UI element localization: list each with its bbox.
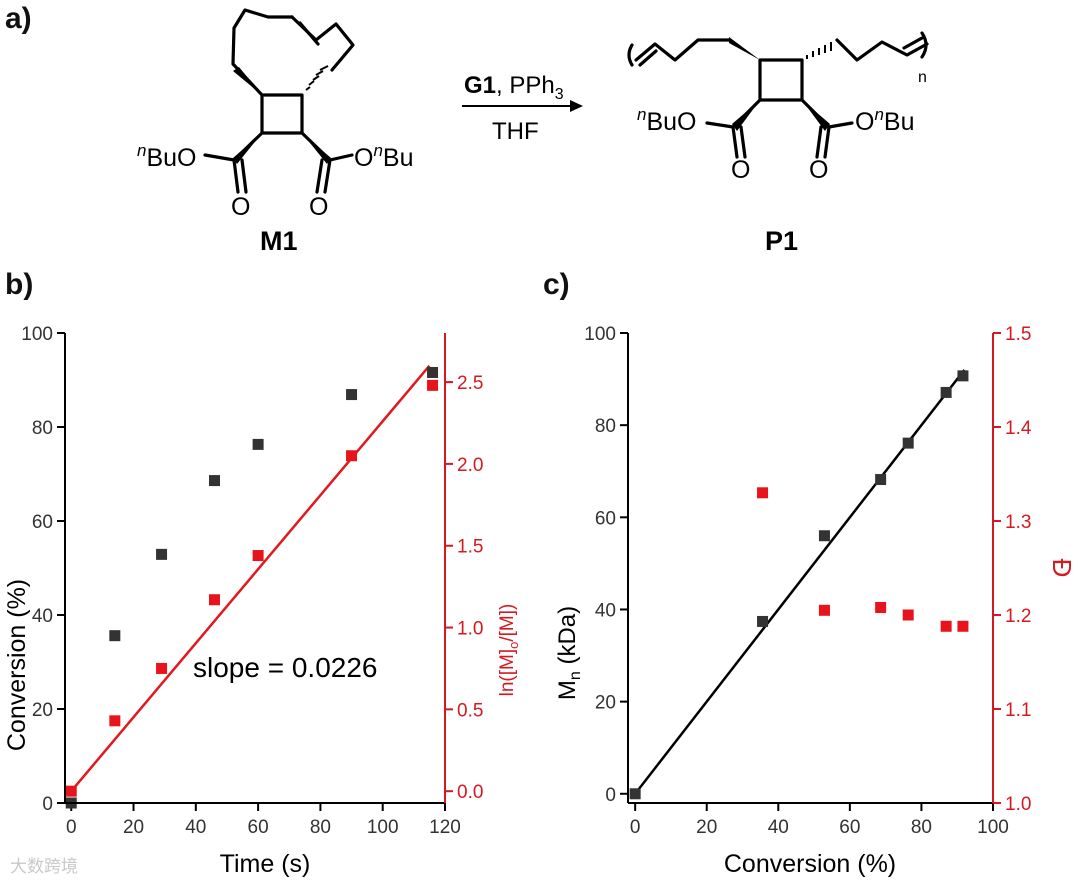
chart-c-y-tick-label: 0: [605, 785, 616, 806]
chart-c-y2-tick-label: 1.3: [1005, 512, 1031, 533]
chart-b-y-axis-label: Conversion (%): [3, 579, 31, 751]
chart-c-point-black: [818, 530, 830, 542]
chart-c-point-black: [757, 615, 769, 627]
monomer-left-carbonyl-o: O: [231, 193, 250, 221]
polymer-label: P1: [765, 226, 798, 256]
chart-b-point-red: [156, 662, 168, 674]
chart-c-y2-tick-label: 1.4: [1005, 418, 1032, 439]
chart-b-x-tick-label: 60: [248, 817, 269, 838]
panel-label-a: a): [5, 2, 32, 35]
chart-mn-dispersity-vs-conversion: 0 20 40 60 80 1000204060801001.01.11.21.31.41…: [554, 324, 1077, 878]
chart-b-point-black: [252, 438, 264, 450]
chart-b-x-tick-label: 0: [66, 817, 77, 838]
polymer-left-ester-label: nBuO: [637, 105, 697, 136]
chart-c-point-black: [940, 386, 952, 398]
chart-c-y-tick-label: 80: [595, 416, 616, 437]
chart-b-x-tick-label: 20: [123, 817, 144, 838]
chart-b-x-tick-label: 80: [310, 817, 331, 838]
chart-b-y-tick-label: 60: [32, 512, 53, 533]
chart-b-y-tick-label: 40: [32, 606, 53, 627]
chart-c-y-axis-label: Mn (kDa): [554, 606, 584, 700]
chart-b-point-red: [346, 450, 358, 462]
chart-b-point-red: [65, 785, 77, 797]
chart-c-y-tick-label: 40: [595, 600, 616, 621]
chart-b-point-black: [156, 548, 168, 560]
chart-c-point-black: [957, 370, 969, 382]
chart-c-point-red: [818, 604, 830, 616]
panel-label-b: b): [5, 268, 34, 301]
chart-c-x-tick-label: 0: [630, 817, 641, 838]
chart-b-x-tick-label: 100: [367, 817, 399, 838]
chart-b-point-black: [209, 475, 221, 487]
chart-b-point-red: [252, 550, 264, 562]
chart-b-y-tick-label: 100: [21, 324, 53, 345]
chart-c-x-tick-label: 60: [839, 817, 860, 838]
chart-c-point-red: [875, 601, 887, 613]
chart-c-point-black: [875, 474, 887, 486]
chart-b-y2-tick-label: 0.0: [457, 782, 483, 803]
monomer-structure: [203, 8, 355, 194]
reaction-scheme: nBuO O O OnBu M1 G1, PPh3 THF n nBuO O O…: [137, 8, 929, 256]
monomer-right-carbonyl-o: O: [309, 193, 328, 221]
monomer-left-ester-label: nBuO: [137, 141, 197, 172]
chart-b-point-black: [109, 630, 121, 642]
chart-b-y-tick-label: 80: [32, 418, 53, 439]
monomer-right-ester-label: OnBu: [354, 141, 414, 172]
watermark: 大数跨境: [10, 857, 78, 876]
chart-c-y2-axis-label: Đ: [1047, 559, 1077, 578]
chart-b-point-red: [209, 594, 221, 606]
polymer-repeat-n: n: [918, 69, 927, 86]
chart-b-y-tick-label: 0: [42, 794, 53, 815]
polymer-right-carbonyl-o: O: [809, 156, 828, 184]
chart-b-x-tick-label: 40: [185, 817, 206, 838]
chart-b-y2-tick-label: 0.5: [457, 700, 483, 721]
chart-c-point-red: [940, 620, 952, 632]
polymer-right-ester-label: OnBu: [855, 105, 915, 136]
chart-b-point-black: [427, 366, 439, 378]
chart-b-y2-tick-label: 2.5: [457, 373, 483, 394]
chart-c-y-tick-label: 100: [584, 324, 616, 345]
chart-c-y2-tick-label: 1.1: [1005, 700, 1031, 721]
chart-c-y2-tick-label: 1.2: [1005, 606, 1031, 627]
chart-c-fit-line: [634, 369, 966, 795]
chart-b-fit-line: [70, 364, 431, 792]
chart-c-x-tick-label: 100: [977, 817, 1009, 838]
chart-c-y-tick-label: 20: [595, 693, 616, 714]
chart-c-point-black: [629, 788, 641, 800]
polymer-structure: [627, 31, 929, 159]
chart-b-x-tick-label: 120: [429, 817, 461, 838]
chart-b-y2-axis-label: ln([M]o/[M]): [497, 604, 521, 697]
chart-c-point-red: [957, 620, 969, 632]
chart-c-point-red: [902, 609, 914, 621]
chart-b-x-axis-label: Time (s): [220, 850, 311, 878]
chart-b-y2-tick-label: 2.0: [457, 455, 483, 476]
panel-label-c: c): [543, 268, 570, 301]
chart-b-point-black: [346, 389, 358, 401]
monomer-label: M1: [260, 226, 298, 256]
chart-b-point-red: [427, 379, 439, 391]
reaction-arrow: [462, 100, 583, 112]
chart-c-x-tick-label: 20: [696, 817, 717, 838]
reaction-reagent-label: G1, PPh3: [464, 72, 564, 103]
chart-c-x-tick-label: 80: [911, 817, 932, 838]
chart-c-y-tick-label: 60: [595, 508, 616, 529]
chart-b-point-red: [109, 715, 121, 727]
chart-c-x-tick-label: 40: [768, 817, 789, 838]
chart-c-point-red: [757, 487, 769, 499]
chart-b-slope-annotation: slope = 0.0226: [193, 652, 378, 683]
reaction-solvent-label: THF: [492, 118, 539, 145]
chart-b-y-tick-label: 20: [32, 700, 53, 721]
chart-c-y2-tick-label: 1.0: [1005, 794, 1031, 815]
chart-b-y2-tick-label: 1.0: [457, 619, 483, 640]
chart-c-x-axis-label: Conversion (%): [724, 850, 896, 878]
chart-c-point-black: [902, 437, 914, 449]
chart-b-y2-tick-label: 1.5: [457, 537, 483, 558]
chart-c-y2-tick-label: 1.5: [1005, 324, 1031, 345]
chart-conversion-vs-time: 0 20 40 60 80 100 120 0 20 40 60 80 100 0.0 0.5 1.0 1.5 2…: [3, 324, 521, 878]
polymer-left-carbonyl-o: O: [731, 156, 750, 184]
